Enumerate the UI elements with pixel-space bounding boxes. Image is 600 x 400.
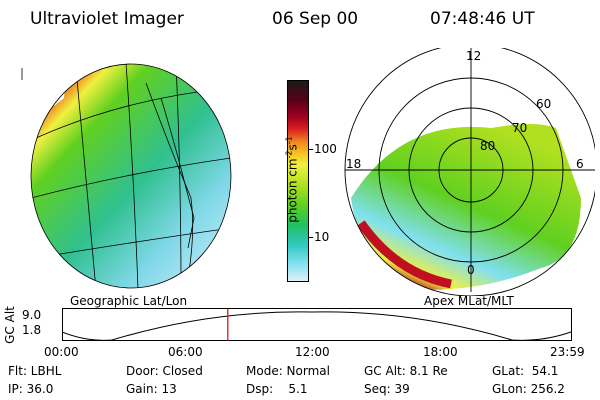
instrument-title: Ultraviolet Imager — [30, 9, 184, 29]
polar-caption: Apex MLat/MLT — [424, 294, 514, 308]
timeline-ylabel: GC Alt — [3, 306, 17, 344]
info-door: Door: Closed — [126, 364, 203, 378]
colorbar-tick-10: 10 — [314, 230, 330, 244]
timeline-ytick-high: 9.0 — [22, 308, 42, 322]
info-ip: IP: 36.0 — [8, 382, 54, 396]
timeline-xtick-1800: 18:00 — [423, 345, 458, 359]
orbit-altitude-curve — [62, 311, 572, 341]
observation-date: 06 Sep 00 — [272, 9, 359, 29]
colorbar-tick-mark — [308, 149, 313, 150]
orbit-altitude-timeline — [62, 308, 572, 341]
colorbar-tick-100: 100 — [314, 142, 337, 156]
mlat-label-60: 60 — [536, 97, 552, 111]
info-gain: Gain: 13 — [126, 382, 177, 396]
mlt-label-12: 12 — [466, 49, 482, 63]
polar-grid — [344, 48, 595, 296]
geographic-aurora-image — [31, 64, 231, 288]
geographic-image-panel — [21, 63, 232, 289]
info-filter: Flt: LBHL — [8, 364, 62, 378]
info-mode: Mode: Normal — [246, 364, 330, 378]
info-glat: GLat: 54.1 — [492, 364, 559, 378]
colorbar-tick-mark — [308, 237, 313, 238]
timeline-xtick-1200: 12:00 — [295, 345, 330, 359]
timeline-xtick-0600: 06:00 — [168, 345, 203, 359]
mlt-label-18: 18 — [346, 157, 362, 171]
colorbar-label: photon cm-2s-1 — [284, 136, 300, 223]
colorbar — [287, 80, 309, 282]
mlt-label-0: 0 — [467, 263, 475, 277]
info-seq: Seq: 39 — [364, 382, 410, 396]
polar-aurora-image — [351, 124, 581, 290]
observation-time: 07:48:46 UT — [430, 9, 535, 29]
mlat-label-80: 80 — [480, 139, 496, 153]
info-gc-alt: GC Alt: 8.1 Re — [364, 364, 448, 378]
geographic-caption: Geographic Lat/Lon — [70, 294, 188, 308]
polar-mlt-plot — [344, 48, 595, 296]
info-dsp: Dsp: 5.1 — [246, 382, 308, 396]
timeline-xtick-2359: 23:59 — [550, 345, 585, 359]
timeline-ytick-low: 1.8 — [22, 323, 42, 337]
mlat-label-70: 70 — [512, 121, 528, 135]
timeline-xtick-0000: 00:00 — [44, 345, 79, 359]
mlt-label-6: 6 — [576, 157, 584, 171]
info-glon: GLon: 256.2 — [492, 382, 565, 396]
